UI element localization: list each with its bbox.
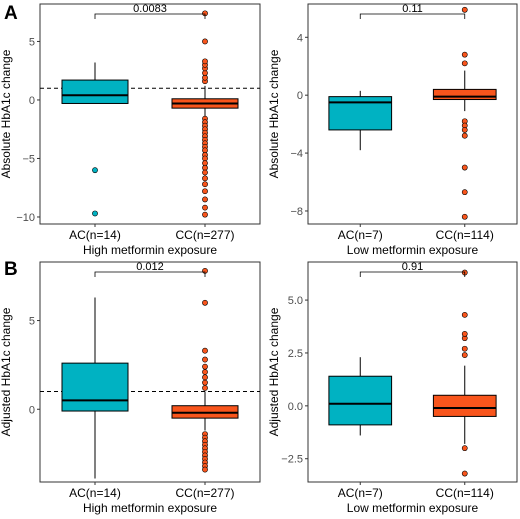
outlier-point — [202, 356, 208, 363]
box-group — [61, 62, 129, 217]
y-tick-label: 0.0 — [288, 401, 303, 413]
p-value-label: 0.11 — [402, 3, 423, 15]
outlier-point — [202, 466, 208, 473]
outlier-point — [202, 58, 208, 65]
box — [432, 88, 497, 101]
outlier-point — [461, 345, 468, 352]
x-tick-label: CC(n=277) — [175, 228, 234, 242]
outlier-point — [461, 127, 468, 133]
significance-bracket — [359, 13, 466, 19]
significance-bracket — [94, 271, 206, 277]
outlier-point — [202, 38, 208, 45]
charts: −10 −5 0 5 Absolute HbA1c change AC(n=14) CC(n… — [0, 3, 518, 515]
outlier-point — [202, 347, 208, 354]
box-group — [328, 90, 393, 151]
y-tick-label: −5 — [22, 153, 35, 165]
outlier-point — [202, 175, 208, 182]
panel-label-b: B — [4, 259, 18, 280]
box-group — [328, 357, 393, 436]
outlier-point — [202, 211, 208, 218]
outlier-point — [461, 213, 468, 220]
y-tick-label: −2.5 — [281, 454, 303, 466]
p-value-label: 0.012 — [136, 261, 164, 273]
outlier-point — [202, 299, 208, 306]
x-tick-label: AC(n=14) — [69, 486, 121, 500]
plot-frame — [307, 3, 518, 225]
outlier-point — [461, 331, 468, 337]
chart-3: 0 5 Adjusted HbA1c change AC(n=14) CC(n=277)… — [0, 261, 261, 515]
x-axis-title: High metformin exposure — [83, 243, 217, 257]
outlier-point — [461, 470, 468, 477]
y-tick-label: 5 — [29, 36, 35, 48]
outlier-point — [461, 164, 468, 171]
box — [61, 362, 129, 412]
outlier-point — [202, 385, 208, 391]
plot-frame — [39, 3, 261, 225]
significance-bracket — [94, 13, 206, 19]
box — [432, 394, 497, 417]
y-tick-label: 0 — [297, 90, 303, 102]
outlier-point — [461, 352, 468, 358]
plot-frame — [39, 261, 261, 483]
y-tick-label: 5 — [29, 316, 35, 328]
outlier-point — [202, 369, 208, 375]
box-group — [61, 297, 129, 479]
outlier-point — [202, 181, 208, 188]
y-tick-label: 0 — [29, 404, 35, 416]
outlier-point — [202, 363, 208, 370]
x-tick-label: CC(n=114) — [436, 486, 494, 500]
x-tick-label: CC(n=277) — [175, 486, 234, 500]
box — [328, 375, 393, 426]
y-tick-label: 4 — [297, 32, 303, 44]
box-group — [432, 6, 497, 220]
y-tick-label: −8 — [290, 206, 303, 218]
box-group — [171, 267, 239, 473]
outlier-point — [461, 6, 468, 13]
y-axis-title: Absolute HbA1c change — [0, 49, 13, 178]
outlier-point — [202, 188, 208, 195]
box — [61, 79, 129, 104]
panel-label-a: A — [4, 3, 18, 24]
outlier-point — [461, 60, 468, 67]
chart-2: −8 −4 0 4 Absolute HbA1c change AC(n=7) CC(n=1… — [267, 3, 518, 257]
outlier-point — [461, 445, 468, 452]
outlier-point — [92, 210, 98, 217]
plot-frame — [307, 261, 518, 483]
significance-bracket — [359, 271, 466, 277]
outlier-point — [202, 204, 208, 211]
y-tick-label: 0 — [29, 95, 35, 107]
outlier-point — [461, 311, 468, 318]
x-tick-label: AC(n=14) — [69, 228, 121, 242]
outlier-point — [461, 189, 468, 196]
outlier-point — [202, 379, 208, 386]
chart-4: −2.5 0.0 2.5 5.0 Adjusted HbA1c change AC(n=7… — [267, 261, 518, 515]
p-value-label: 0.91 — [402, 261, 423, 273]
outlier-point — [461, 51, 468, 58]
x-tick-label: CC(n=114) — [436, 228, 494, 242]
x-tick-label: AC(n=7) — [338, 486, 383, 500]
x-axis-title: Low metformin exposure — [347, 501, 479, 515]
outlier-point — [92, 167, 98, 174]
x-axis-title: High metformin exposure — [83, 501, 217, 515]
x-tick-label: AC(n=7) — [338, 228, 383, 242]
outlier-point — [202, 374, 208, 381]
y-tick-label: −10 — [16, 212, 35, 224]
chart-1: −10 −5 0 5 Absolute HbA1c change AC(n=14) CC(n… — [0, 3, 261, 257]
p-value-label: 0.0083 — [133, 3, 167, 15]
y-axis-title: Adjusted HbA1c change — [0, 307, 13, 436]
y-tick-label: 5.0 — [288, 295, 303, 307]
box-group — [432, 269, 497, 477]
y-tick-label: −4 — [290, 148, 303, 160]
outlier-point — [461, 132, 468, 139]
x-axis-title: Low metformin exposure — [347, 243, 479, 257]
outlier-point — [202, 169, 208, 176]
y-tick-label: 2.5 — [288, 348, 303, 360]
box-group — [171, 10, 239, 218]
outlier-point — [202, 196, 208, 203]
y-axis-title: Adjusted HbA1c change — [267, 307, 281, 436]
y-axis-title: Absolute HbA1c change — [267, 49, 281, 178]
